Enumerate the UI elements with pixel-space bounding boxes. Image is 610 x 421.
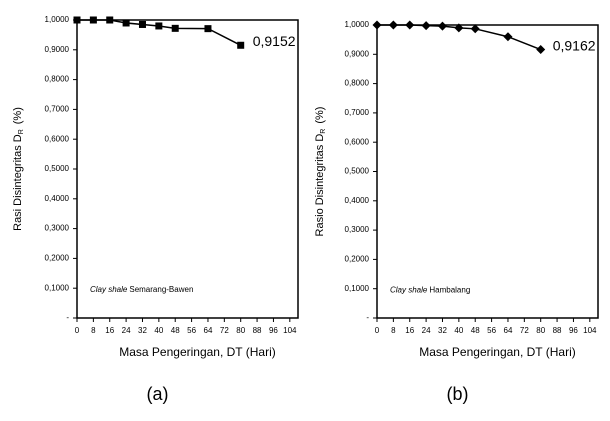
marker xyxy=(372,20,382,30)
x-tick-label: 8 xyxy=(391,326,396,335)
marker xyxy=(421,21,431,31)
marker xyxy=(454,23,464,33)
x-tick-label: 40 xyxy=(154,326,163,335)
y-tick-label: 0,4000 xyxy=(45,194,70,203)
marker xyxy=(536,45,546,55)
y-tick-label: 1,0000 xyxy=(345,20,370,29)
chart-panel: - 0,1000 0,2000 0,3000 0,4000 0,5000 0,6000 0,7… xyxy=(314,20,599,404)
marker xyxy=(171,24,179,32)
x-tick-label: 32 xyxy=(138,326,147,335)
x-tick-label: 8 xyxy=(91,326,96,335)
y-label-unit: (%) xyxy=(12,107,24,124)
y-axis-label: Rasi Disintegritas DR (%) xyxy=(12,107,25,231)
x-tick-label: 48 xyxy=(471,326,480,335)
y-tick-label: 0,1000 xyxy=(345,284,370,293)
marker xyxy=(405,20,415,30)
x-tick-label: 24 xyxy=(422,326,431,335)
panel-label: (b) xyxy=(447,384,469,404)
y-tick-label: 0,8000 xyxy=(45,75,70,84)
marker xyxy=(89,16,97,24)
x-tick-label: 88 xyxy=(253,326,262,335)
y-tick-label: 0,5000 xyxy=(345,167,370,176)
y-label-main: Rasio Disintegritas D xyxy=(314,134,326,237)
x-axis-label: Masa Pengeringan, DT (Hari) xyxy=(419,345,576,359)
plot-frame xyxy=(76,19,299,319)
x-axis-label: Masa Pengeringan, DT (Hari) xyxy=(119,345,276,359)
marker xyxy=(204,25,212,33)
marker xyxy=(155,22,163,30)
x-tick-label: 0 xyxy=(375,326,380,335)
y-tick-label: 0,7000 xyxy=(45,105,70,114)
y-tick-label: - xyxy=(366,313,369,322)
x-tick-label: 48 xyxy=(171,326,180,335)
plot-frame xyxy=(376,24,599,319)
y-label-sub: R xyxy=(18,129,25,134)
x-tick-label: 104 xyxy=(283,326,297,335)
x-tick-label: 96 xyxy=(569,326,578,335)
y-label-unit: (%) xyxy=(314,107,326,124)
inset-note-italic: Clay shale xyxy=(390,286,428,295)
y-tick-label: 0,3000 xyxy=(45,224,70,233)
marker xyxy=(437,21,447,31)
y-tick-label: 0,9000 xyxy=(345,49,370,58)
y-tick-label: 0,9000 xyxy=(45,45,70,54)
annotation: 0,9152 xyxy=(253,33,296,49)
x-tick-label: 96 xyxy=(269,326,278,335)
panel-label: (a) xyxy=(147,384,169,404)
marker xyxy=(470,24,480,34)
x-tick-label: 64 xyxy=(204,326,213,335)
y-label-main: Rasi Disintegritas D xyxy=(12,134,24,231)
y-tick-label: 0,1000 xyxy=(45,283,70,292)
marker xyxy=(138,20,146,28)
x-tick-label: 64 xyxy=(504,326,513,335)
marker xyxy=(106,16,114,24)
x-tick-label: 104 xyxy=(583,326,597,335)
y-tick-label: 0,4000 xyxy=(345,196,370,205)
annotation: 0,9162 xyxy=(553,37,596,53)
x-tick-label: 56 xyxy=(187,326,196,335)
x-tick-label: 80 xyxy=(236,326,245,335)
x-tick-label: 80 xyxy=(536,326,545,335)
x-tick-label: 40 xyxy=(454,326,463,335)
marker xyxy=(237,41,245,49)
y-tick-label: 0,2000 xyxy=(345,255,370,264)
y-tick-label: 0,6000 xyxy=(45,134,70,143)
inset-note: Clay shale Hambalang xyxy=(390,286,470,295)
y-tick-label: 0,5000 xyxy=(45,164,70,173)
y-tick-label: 0,6000 xyxy=(345,137,370,146)
y-tick-label: 0,2000 xyxy=(45,254,70,263)
inset-note-text: Hambalang xyxy=(429,286,470,295)
x-tick-label: 16 xyxy=(405,326,414,335)
x-tick-label: 32 xyxy=(438,326,447,335)
x-tick-label: 56 xyxy=(487,326,496,335)
inset-note: Clay shale Semarang-Bawen xyxy=(90,285,193,294)
y-axis-label: Rasio Disintegritas DR (%) xyxy=(314,107,327,237)
inset-note-text: Semarang-Bawen xyxy=(129,285,193,294)
y-tick-label: 0,3000 xyxy=(345,225,370,234)
x-tick-label: 72 xyxy=(520,326,529,335)
marker xyxy=(73,16,81,24)
x-tick-label: 0 xyxy=(75,326,80,335)
y-label-sub: R xyxy=(320,129,327,134)
y-tick-label: - xyxy=(66,313,69,322)
marker xyxy=(388,20,398,30)
x-tick-label: 16 xyxy=(105,326,114,335)
y-tick-label: 1,0000 xyxy=(45,15,70,24)
inset-note-italic: Clay shale xyxy=(90,285,128,294)
chart-panel: - 0,1000 0,2000 0,3000 0,4000 0,5000 0,6000 0,7… xyxy=(12,15,299,404)
x-tick-label: 72 xyxy=(220,326,229,335)
x-tick-label: 88 xyxy=(553,326,562,335)
x-tick-label: 24 xyxy=(122,326,131,335)
marker xyxy=(122,19,130,27)
y-tick-label: 0,7000 xyxy=(345,108,370,117)
y-tick-label: 0,8000 xyxy=(345,79,370,88)
marker xyxy=(503,32,513,42)
